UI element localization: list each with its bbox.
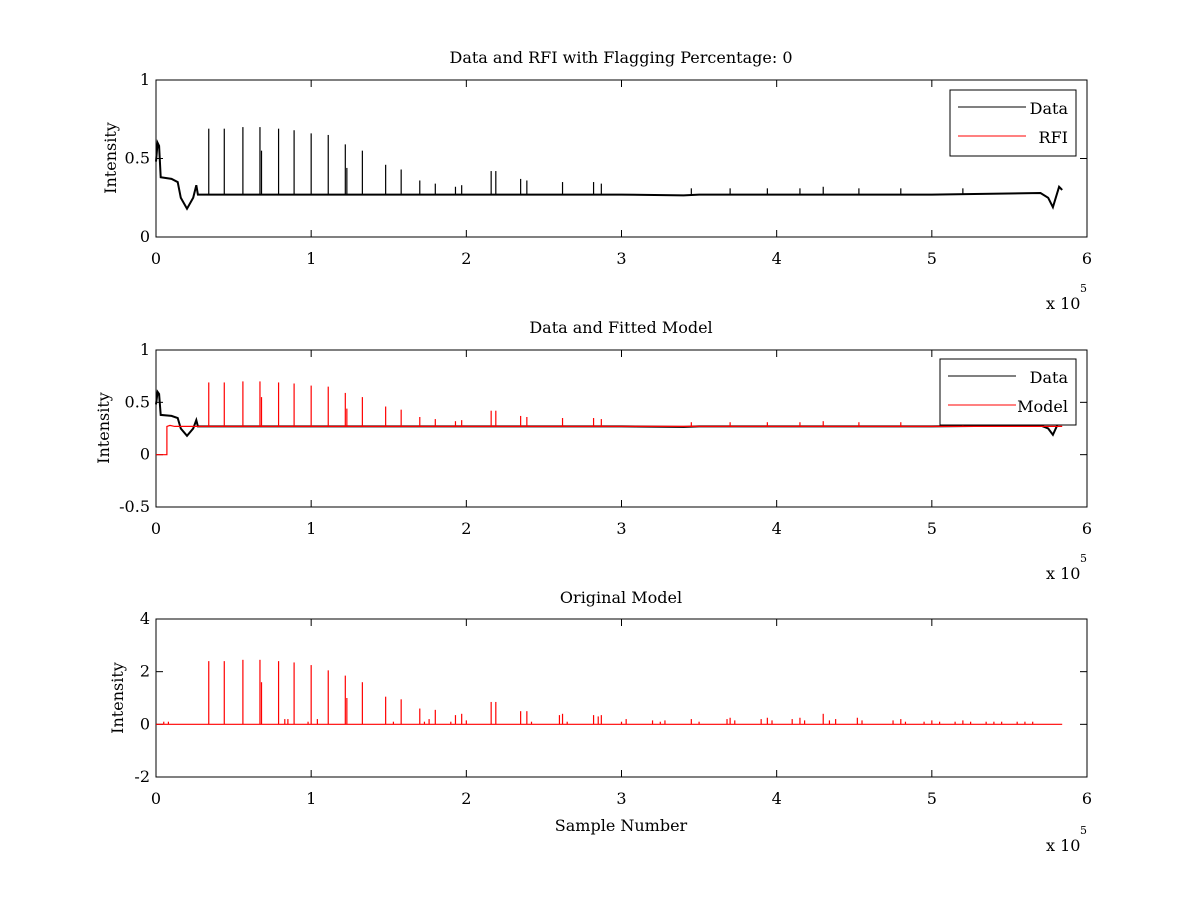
x-tick-label: 1 [306, 249, 316, 268]
x-exponent-label: x 10 [1046, 836, 1080, 855]
x-tick-label: 0 [151, 789, 161, 808]
x-tick-label: 2 [461, 249, 471, 268]
subplot-data-and-fitted-model: Data and Fitted Model Intensity x 10 5 0… [94, 318, 1092, 583]
series-line-model [156, 424, 1063, 456]
x-tick-label: 6 [1082, 519, 1092, 538]
x-tick-label: 0 [151, 519, 161, 538]
legend-box [939, 358, 1077, 426]
legend-label: Data [1030, 368, 1069, 387]
x-tick-label: 1 [306, 789, 316, 808]
y-tick-label: 1 [140, 340, 150, 359]
y-tick-label: 0 [140, 445, 150, 464]
x-exponent-power: 5 [1080, 824, 1087, 837]
x-tick-label: 5 [927, 519, 937, 538]
x-exponent-label: x 10 [1046, 294, 1080, 313]
x-tick-label: 4 [772, 789, 782, 808]
y-axis-label: Intensity [101, 122, 120, 194]
x-tick-label: 0 [151, 249, 161, 268]
subplot-original-model: Original Model Intensity Sample Number x… [108, 588, 1092, 855]
x-axis-label: Sample Number [555, 816, 688, 835]
x-tick-label: 2 [461, 789, 471, 808]
y-tick-label: 0.5 [125, 392, 150, 411]
y-tick-label: 0.5 [125, 149, 150, 168]
y-axis-label: Intensity [108, 662, 127, 734]
axes-frame [155, 618, 1088, 778]
subplot-title: Data and RFI with Flagging Percentage: 0 [449, 48, 792, 67]
x-exponent-power: 5 [1080, 552, 1087, 565]
y-tick-label: 2 [140, 662, 150, 681]
x-tick-label: 6 [1082, 249, 1092, 268]
y-tick-label: 4 [140, 609, 150, 628]
series-line-data [155, 139, 1063, 211]
subplot-title: Original Model [560, 588, 682, 607]
y-tick-label: -0.5 [119, 497, 150, 516]
x-tick-label: 5 [927, 249, 937, 268]
series-line-data [155, 389, 1063, 438]
y-tick-label: 0 [140, 714, 150, 733]
x-tick-label: 3 [616, 789, 626, 808]
y-tick-label: -2 [134, 767, 150, 786]
legend-label: Model [1017, 397, 1068, 416]
y-axis-label: Intensity [94, 392, 113, 464]
legend-label: RFI [1039, 128, 1068, 147]
legend-label: Data [1030, 99, 1069, 118]
x-tick-label: 1 [306, 519, 316, 538]
x-tick-label: 3 [616, 519, 626, 538]
x-tick-label: 2 [461, 519, 471, 538]
y-tick-label: 1 [140, 70, 150, 89]
legend-box [949, 89, 1077, 157]
x-exponent-power: 5 [1080, 282, 1087, 295]
x-tick-label: 5 [927, 789, 937, 808]
x-exponent-label: x 10 [1046, 564, 1080, 583]
axes-frame [155, 79, 1088, 238]
y-tick-label: 0 [140, 227, 150, 246]
x-tick-label: 3 [616, 249, 626, 268]
subplot-title: Data and Fitted Model [529, 318, 712, 337]
subplot-data-and-rfi: Data and RFI with Flagging Percentage: 0… [101, 48, 1092, 313]
x-tick-label: 4 [772, 249, 782, 268]
x-tick-label: 6 [1082, 789, 1092, 808]
x-tick-label: 4 [772, 519, 782, 538]
